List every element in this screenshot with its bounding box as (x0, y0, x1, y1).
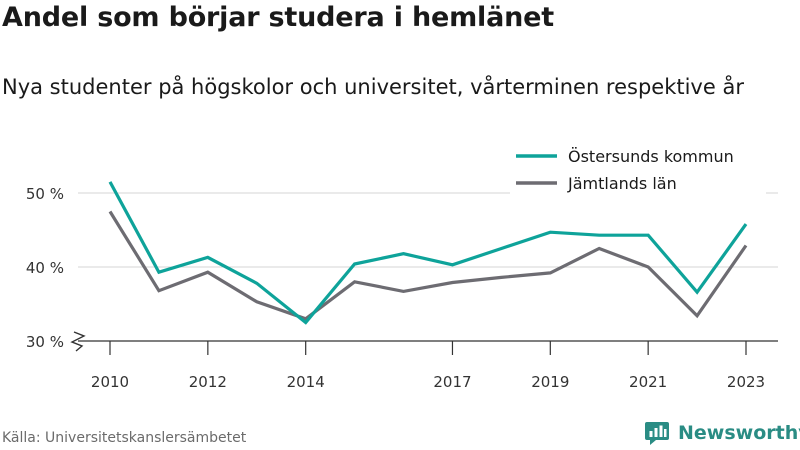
legend: Östersunds kommun Jämtlands län (510, 142, 766, 196)
newsworthy-brand[interactable]: Newsworthy (644, 420, 800, 446)
chart-title: Andel som börjar studera i hemlänet (2, 2, 554, 33)
chart-subtitle: Nya studenter på högskolor och universit… (2, 75, 744, 99)
x-tick-label: 2017 (433, 373, 471, 391)
y-tick-label: 50 % (26, 185, 64, 203)
newsworthy-logo-icon (645, 422, 669, 445)
axis-break-icon (70, 331, 86, 352)
source-note: Källa: Universitetskanslersämbetet (2, 430, 247, 446)
x-axis: 2010 2012 2014 2017 2019 2021 2023 (70, 331, 778, 391)
y-tick-label: 30 % (26, 333, 64, 351)
series-line (108, 181, 748, 325)
legend-label: Jämtlands län (567, 174, 677, 193)
x-tick-label: 2021 (629, 373, 667, 391)
x-tick-label: 2012 (189, 373, 227, 391)
legend-background (510, 142, 766, 196)
series-lines (108, 181, 748, 325)
series-line (108, 210, 748, 321)
x-tick-label: 2010 (91, 373, 129, 391)
x-tick-label: 2014 (287, 373, 325, 391)
x-tick-label: 2023 (727, 373, 765, 391)
y-tick-label: 40 % (26, 259, 64, 277)
x-tick-label: 2019 (531, 373, 569, 391)
legend-label: Östersunds kommun (568, 147, 734, 166)
gridlines: 30 % 40 % 50 % (26, 185, 778, 351)
brand-name: Newsworthy (678, 422, 800, 444)
